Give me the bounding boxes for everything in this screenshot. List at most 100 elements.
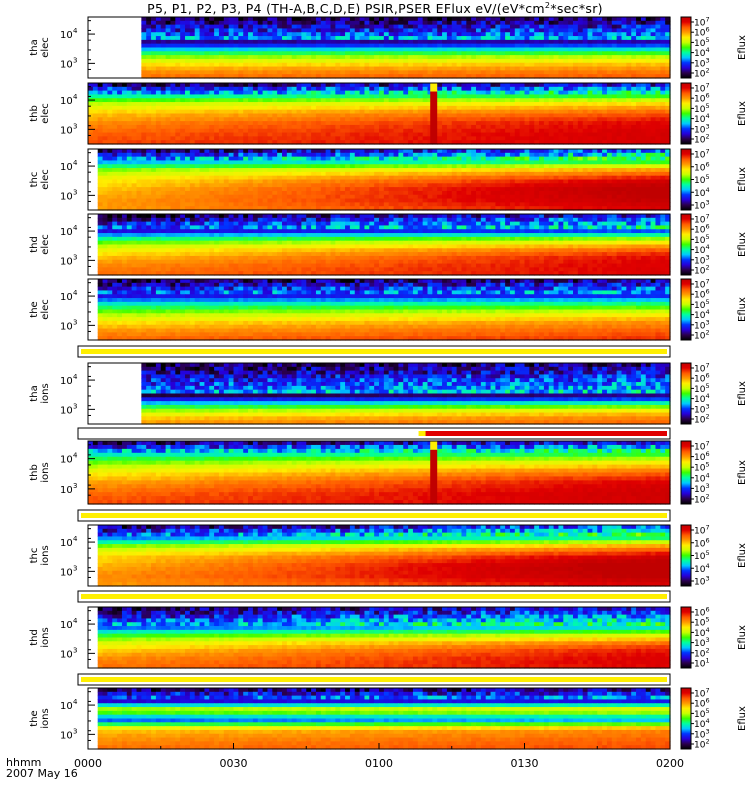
spectrogram-cell [650,70,657,75]
spectrogram-cell [568,183,574,188]
spectrogram-cell [189,43,196,49]
spectrogram-cell [471,24,477,30]
spectrogram-cell [194,117,201,122]
spectrogram-cell [616,102,623,107]
spectrogram-cell [573,94,579,99]
spectrogram-cell [422,136,429,141]
spectrogram-cell [199,51,205,56]
spectrogram-cell [558,124,564,130]
spectrogram-cell [151,36,157,41]
spectrogram-cell [286,168,293,173]
spectrogram-cell [257,160,264,165]
spectrogram-cell [563,140,569,145]
spectrogram-cell [306,83,312,88]
spectrogram-cell [185,20,191,26]
spectrogram-cell [563,66,569,71]
spectrogram-cell [204,168,210,173]
spectrogram-cell [364,83,370,88]
spectrogram-cell [233,74,239,79]
spectrogram-cell [272,102,278,107]
spectrogram-cell [509,70,516,75]
spectrogram-cell [587,105,593,111]
spectrogram-cell [412,171,419,177]
spectrogram-cell [417,179,424,184]
spectrogram-cell [500,24,506,30]
spectrogram-cell [146,179,152,184]
spectrogram-cell [645,17,652,22]
spectrogram-cell [238,117,244,122]
spectrogram-cell [136,94,142,99]
spectrogram-cell [320,28,327,33]
spectrogram-cell [548,86,555,92]
spectrogram-cell [131,152,138,158]
spectrogram-cell [335,160,341,165]
spectrogram-cell [519,28,526,33]
spectrogram-cell [306,66,312,71]
spectrogram-cell [277,113,283,118]
spectrogram-cell [112,83,118,88]
spectrogram-cell [417,113,424,118]
spectrogram-cell [325,179,332,184]
spectrogram-cell [577,32,584,37]
spectrogram-cell [408,121,414,126]
spectrogram-cell [194,156,201,162]
spectrogram-cell [340,179,346,184]
spectrogram-cell [597,105,603,111]
spectrogram-cell [563,152,569,158]
spectrogram-cell [602,152,608,158]
spectrogram-cell [665,109,671,115]
spectrogram-cell [660,66,666,71]
spectrogram-cell [563,28,569,33]
spectrogram-cell [548,179,555,184]
spectrogram-cell [286,28,293,33]
spectrogram-cell [238,86,244,92]
spectrogram-cell [146,105,152,111]
spectrogram-cell [107,132,113,137]
spectrogram-cell [165,105,172,111]
spectrogram-cell [665,105,671,111]
spectrogram-cell [539,90,545,96]
spectrogram-cell [165,121,172,126]
spectrogram-cell [412,102,419,107]
spectrogram-cell [204,105,210,111]
spectrogram-cell [248,183,254,188]
spectrogram-cell [592,83,598,88]
spectrogram-cell [422,74,429,79]
spectrogram-cell [296,164,302,169]
spectrogram-cell [388,109,395,115]
spectrogram-cell [524,102,530,107]
spectrogram-cell [189,183,196,188]
spectrogram-cell [471,124,477,130]
spectrogram-cell [592,152,598,158]
spectrogram-cell [412,55,419,60]
spectrogram-cell [485,171,492,177]
spectrogram-cell [223,66,230,71]
spectrogram-cell [529,39,535,45]
spectrogram-cell [529,43,535,49]
spectrogram-cell [379,171,385,177]
spectrogram-cell [214,28,220,33]
spectrogram-cell [476,28,482,33]
spectrogram-cell [209,149,215,154]
spectrogram-cell [383,187,390,192]
spectrogram-cell [466,90,472,96]
spectrogram-cell [379,47,385,52]
spectrogram-cell [107,83,113,88]
spectrogram-cell [374,86,380,92]
spectrogram-cell [379,136,385,141]
spectrogram-cell [121,90,128,96]
spectrogram-cell [354,160,361,165]
spectrogram-cell [558,24,564,30]
spectrogram-cell [524,47,530,52]
spectrogram-cell [466,24,472,30]
spectrogram-cell [461,136,467,141]
spectrogram-cell [602,39,608,45]
spectrogram-cell [330,94,336,99]
spectrogram-cell [170,51,176,56]
spectrogram-cell [345,94,351,99]
spectrogram-cell [611,94,618,99]
spectrogram-cell [505,164,511,169]
spectrogram-cell [539,98,545,103]
spectrogram-cell [126,160,133,165]
spectrogram-cell [446,113,453,118]
